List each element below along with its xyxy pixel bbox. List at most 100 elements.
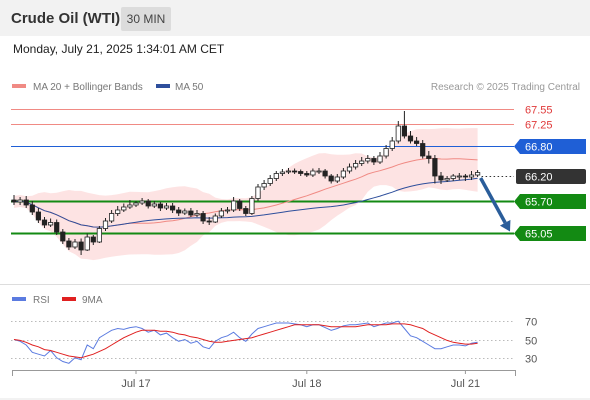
forecast-arrow-head xyxy=(499,219,511,232)
instrument-title: Crude Oil (WTI) xyxy=(11,10,121,27)
candle-body xyxy=(224,209,231,212)
candle-body xyxy=(334,176,340,182)
candle-body xyxy=(157,203,163,209)
candle-body xyxy=(78,241,84,251)
candle-body xyxy=(432,158,438,177)
x-label: Jul 17 xyxy=(121,378,150,390)
resistance-label-1: 67.25 xyxy=(525,120,553,132)
x-label: Jul 18 xyxy=(292,378,321,390)
credit-text: Research © 2025 Trading Central xyxy=(431,82,580,93)
candle-body xyxy=(133,202,139,206)
candle-body xyxy=(194,213,200,216)
forecast-arrow-shaft xyxy=(479,177,507,224)
price-chart: MA 20 + Bollinger Bands MA 50 Research ©… xyxy=(0,82,590,400)
candle-body xyxy=(176,209,182,214)
candle-body xyxy=(462,175,469,178)
candle-body xyxy=(352,163,359,168)
candle-body xyxy=(310,170,316,176)
forecast-arrow xyxy=(479,177,511,232)
candle-body xyxy=(182,210,188,214)
rsi-panel: 70 50 30 xyxy=(11,317,537,366)
candle-body xyxy=(23,199,29,206)
candle-body xyxy=(389,140,395,149)
candle-body xyxy=(298,171,304,174)
candle-body xyxy=(60,231,66,242)
support-label-5: 65.05 xyxy=(525,229,553,241)
bollinger-band-area xyxy=(14,128,478,261)
ma-bb-legend-swatch xyxy=(12,84,26,88)
rsi-tick-70: 70 xyxy=(525,317,537,329)
rsi-ma-legend-swatch xyxy=(62,297,76,301)
candle-body xyxy=(474,172,481,176)
candle-body xyxy=(151,203,157,207)
candle-body xyxy=(383,148,389,157)
candle-body xyxy=(322,170,328,177)
candle-body xyxy=(206,220,212,223)
candle-body xyxy=(230,200,237,211)
candle-body xyxy=(365,158,371,162)
candle-body xyxy=(115,209,121,214)
bollinger-band xyxy=(14,128,478,261)
candle-body xyxy=(121,206,127,211)
timestamp: Monday, July 21, 2025 1:34:01 AM CET xyxy=(13,42,225,56)
candle-body xyxy=(17,199,23,203)
candle-body xyxy=(11,199,17,203)
candle-body xyxy=(66,240,72,248)
candle-body xyxy=(29,204,35,213)
candle-body xyxy=(109,213,115,222)
candle-body xyxy=(359,160,365,164)
candle-body xyxy=(450,175,456,179)
support-tag-4 xyxy=(514,194,586,209)
rsi-legend-label: RSI xyxy=(33,295,50,306)
support-tag-5 xyxy=(514,226,586,241)
candle-body xyxy=(127,204,133,208)
candle-body xyxy=(90,236,96,243)
candle-body xyxy=(456,175,462,178)
candle-body xyxy=(188,210,194,216)
ma50-legend-label: MA 50 xyxy=(175,82,204,93)
candle-body xyxy=(255,186,261,199)
candle-body xyxy=(316,170,322,173)
candle-body xyxy=(102,220,109,229)
candle-body xyxy=(426,155,432,159)
candle-body xyxy=(237,200,243,209)
current-price-tag xyxy=(516,169,586,184)
pivot-tag-2 xyxy=(514,139,586,154)
candle-body xyxy=(371,158,377,163)
ma50-line xyxy=(13,177,478,228)
candle-body xyxy=(54,222,60,233)
candle-body xyxy=(163,205,170,209)
rsi-tick-50: 50 xyxy=(525,336,537,348)
level-labels: 67.55 67.25 66.80 66.20 65.70 65.05 xyxy=(514,105,586,241)
candle-body xyxy=(243,208,249,214)
pivot-label-2: 66.80 xyxy=(525,142,553,154)
interval-badge[interactable]: 30 MIN xyxy=(121,7,171,31)
candle-body xyxy=(413,140,420,144)
candle-body xyxy=(41,219,48,226)
x-axis-labels: Jul 17 Jul 18 Jul 21 xyxy=(121,370,480,390)
candle-body xyxy=(139,200,145,204)
candle-body xyxy=(407,135,414,142)
resistance-label-0: 67.55 xyxy=(525,105,553,117)
current-price-label: 66.20 xyxy=(525,172,553,184)
candle-body xyxy=(273,173,279,179)
candle-body xyxy=(35,211,42,221)
candle-body xyxy=(438,175,444,181)
chart-area: MA 20 + Bollinger Bands MA 50 Research ©… xyxy=(0,66,590,400)
candles xyxy=(11,111,481,255)
candle-body xyxy=(401,125,408,137)
candle-body xyxy=(212,215,218,223)
ma-bb-legend-label: MA 20 + Bollinger Bands xyxy=(33,82,143,93)
candle-body xyxy=(420,143,426,157)
support-label-4: 65.70 xyxy=(525,197,553,209)
key-levels xyxy=(11,109,514,235)
candle-body xyxy=(261,183,267,188)
candle-body xyxy=(444,178,450,181)
x-label: Jul 21 xyxy=(451,378,480,390)
candle-body xyxy=(346,166,353,172)
candle-body xyxy=(249,198,255,214)
candle-body xyxy=(291,170,298,173)
candle-body xyxy=(328,175,334,182)
candle-body xyxy=(145,200,151,207)
candle-body xyxy=(279,171,286,174)
